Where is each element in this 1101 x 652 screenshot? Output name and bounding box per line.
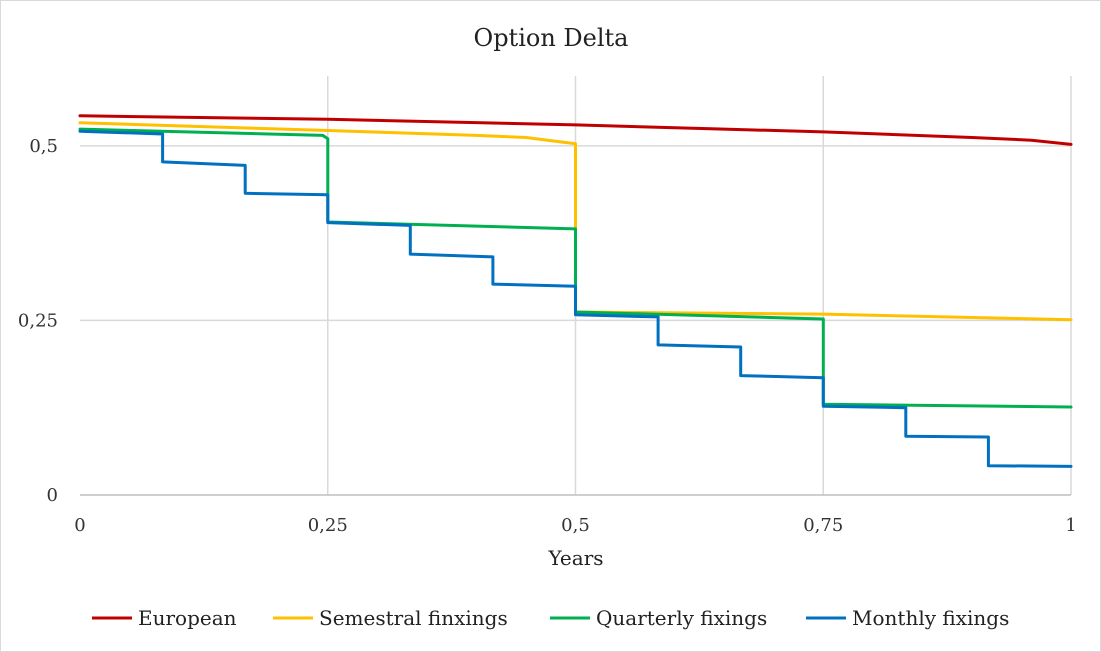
x-axis-title: Years xyxy=(547,546,603,570)
series-line-semestral-finxings xyxy=(78,121,1073,322)
legend-label-quarterly-fixings: Quarterly fixings xyxy=(596,606,767,630)
legend-label-semestral-finxings: Semestral finxings xyxy=(319,606,508,630)
tick-labels: 0 0,25 0,5 0,75 1 0 0,25 0,5 xyxy=(18,136,1077,536)
y-tick-label: 0,25 xyxy=(18,310,58,331)
series-line-monthly-fixings xyxy=(78,129,1073,468)
x-tick-label: 1 xyxy=(1065,515,1076,536)
y-tick-label: 0,5 xyxy=(29,136,58,157)
x-tick-label: 0,75 xyxy=(803,515,843,536)
legend-label-monthly-fixings: Monthly fixings xyxy=(852,606,1009,630)
legend-label-european: European xyxy=(138,606,237,630)
series-line-quarterly-fixings xyxy=(78,127,1073,409)
y-tick-label: 0 xyxy=(47,485,58,506)
x-tick-label: 0 xyxy=(74,515,85,536)
series-lines xyxy=(78,114,1073,468)
x-tick-label: 0,25 xyxy=(308,515,348,536)
legend: European Semestral finxings Quarterly fixi… xyxy=(92,606,1009,630)
chart-title: Option Delta xyxy=(474,24,629,52)
x-tick-label: 0,5 xyxy=(561,515,590,536)
series-line-european xyxy=(78,114,1073,146)
